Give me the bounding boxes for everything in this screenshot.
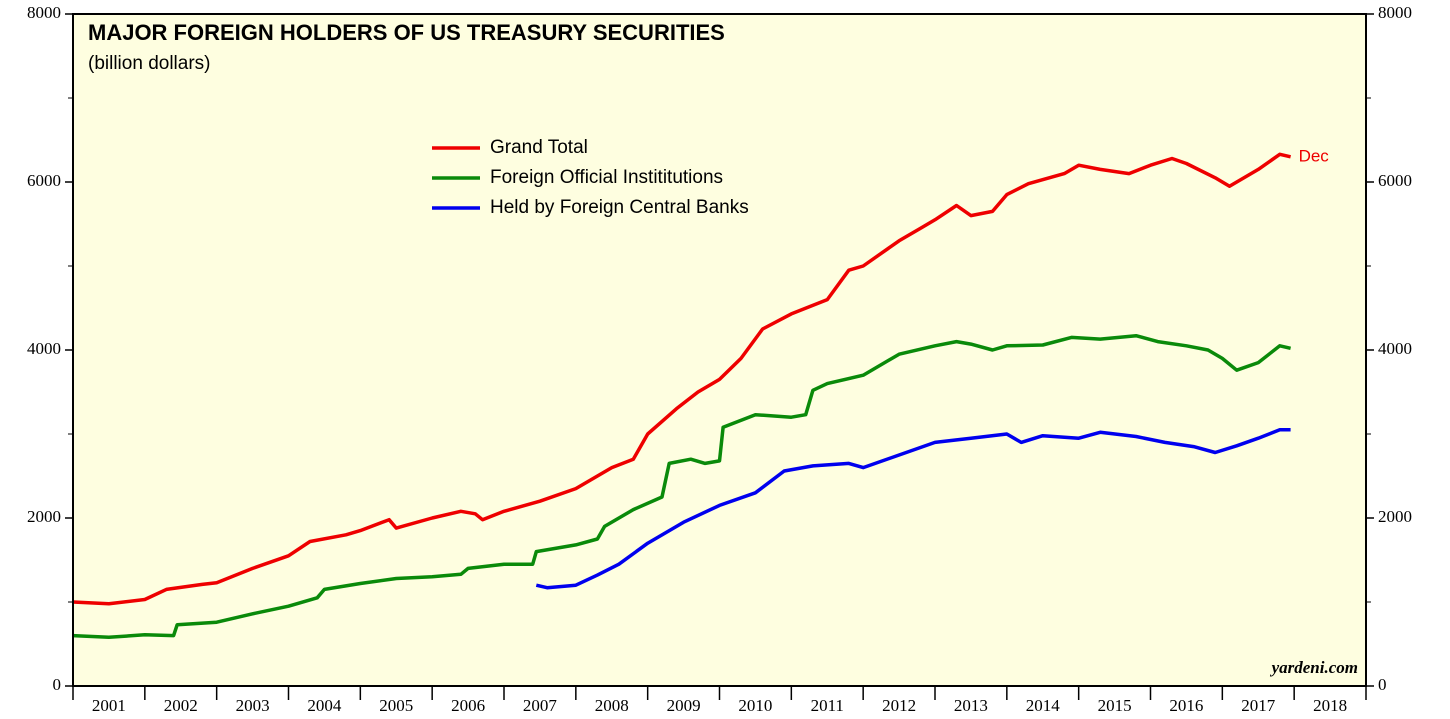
- chart-title: MAJOR FOREIGN HOLDERS OF US TREASURY SEC…: [88, 20, 725, 45]
- series-line: [72, 152, 1291, 606]
- legend-label: Grand Total: [490, 137, 588, 158]
- y-tick-label: 2000: [27, 507, 61, 526]
- y2-tick-label: 6000: [1378, 171, 1412, 190]
- x-tick-label: 2003: [236, 696, 270, 715]
- legend-label: Foreign Official Instititutions: [490, 167, 723, 188]
- y2-tick-label: 4000: [1378, 339, 1412, 358]
- y-tick-label: 8000: [27, 3, 61, 22]
- legend-label: Held by Foreign Central Banks: [490, 197, 749, 218]
- x-tick-label: 2002: [164, 696, 198, 715]
- y-tick-label: 4000: [27, 339, 61, 358]
- x-tick-label: 2014: [1026, 696, 1061, 715]
- x-tick-label: 2010: [738, 696, 772, 715]
- y-tick-label: 6000: [27, 171, 61, 190]
- y2-tick-label: 8000: [1378, 3, 1412, 22]
- series-line: [72, 333, 1291, 640]
- x-tick-label: 2012: [882, 696, 916, 715]
- x-tick-label: 2006: [451, 696, 485, 715]
- x-tick-label: 2004: [307, 696, 342, 715]
- annotation: Dec: [1299, 146, 1330, 165]
- x-tick-label: 2015: [1098, 696, 1132, 715]
- y2-tick-label: 0: [1378, 675, 1387, 694]
- x-tick-label: 2011: [811, 696, 844, 715]
- plot: [72, 152, 1291, 640]
- x-tick-label: 2009: [667, 696, 701, 715]
- series-line: [535, 428, 1291, 590]
- y-tick-label: 0: [53, 675, 62, 694]
- x-tick-label: 2016: [1169, 696, 1203, 715]
- x-tick-label: 2017: [1241, 696, 1276, 715]
- plot-background: [73, 14, 1366, 686]
- x-tick-label: 2018: [1313, 696, 1347, 715]
- source: yardeni.com: [1270, 658, 1358, 677]
- x-tick-label: 2001: [92, 696, 126, 715]
- x-tick-label: 2008: [595, 696, 629, 715]
- x-tick-label: 2007: [523, 696, 558, 715]
- x-tick-label: 2005: [379, 696, 413, 715]
- x-tick-label: 2013: [954, 696, 988, 715]
- y2-tick-label: 2000: [1378, 507, 1412, 526]
- chart-subtitle: (billion dollars): [88, 53, 211, 74]
